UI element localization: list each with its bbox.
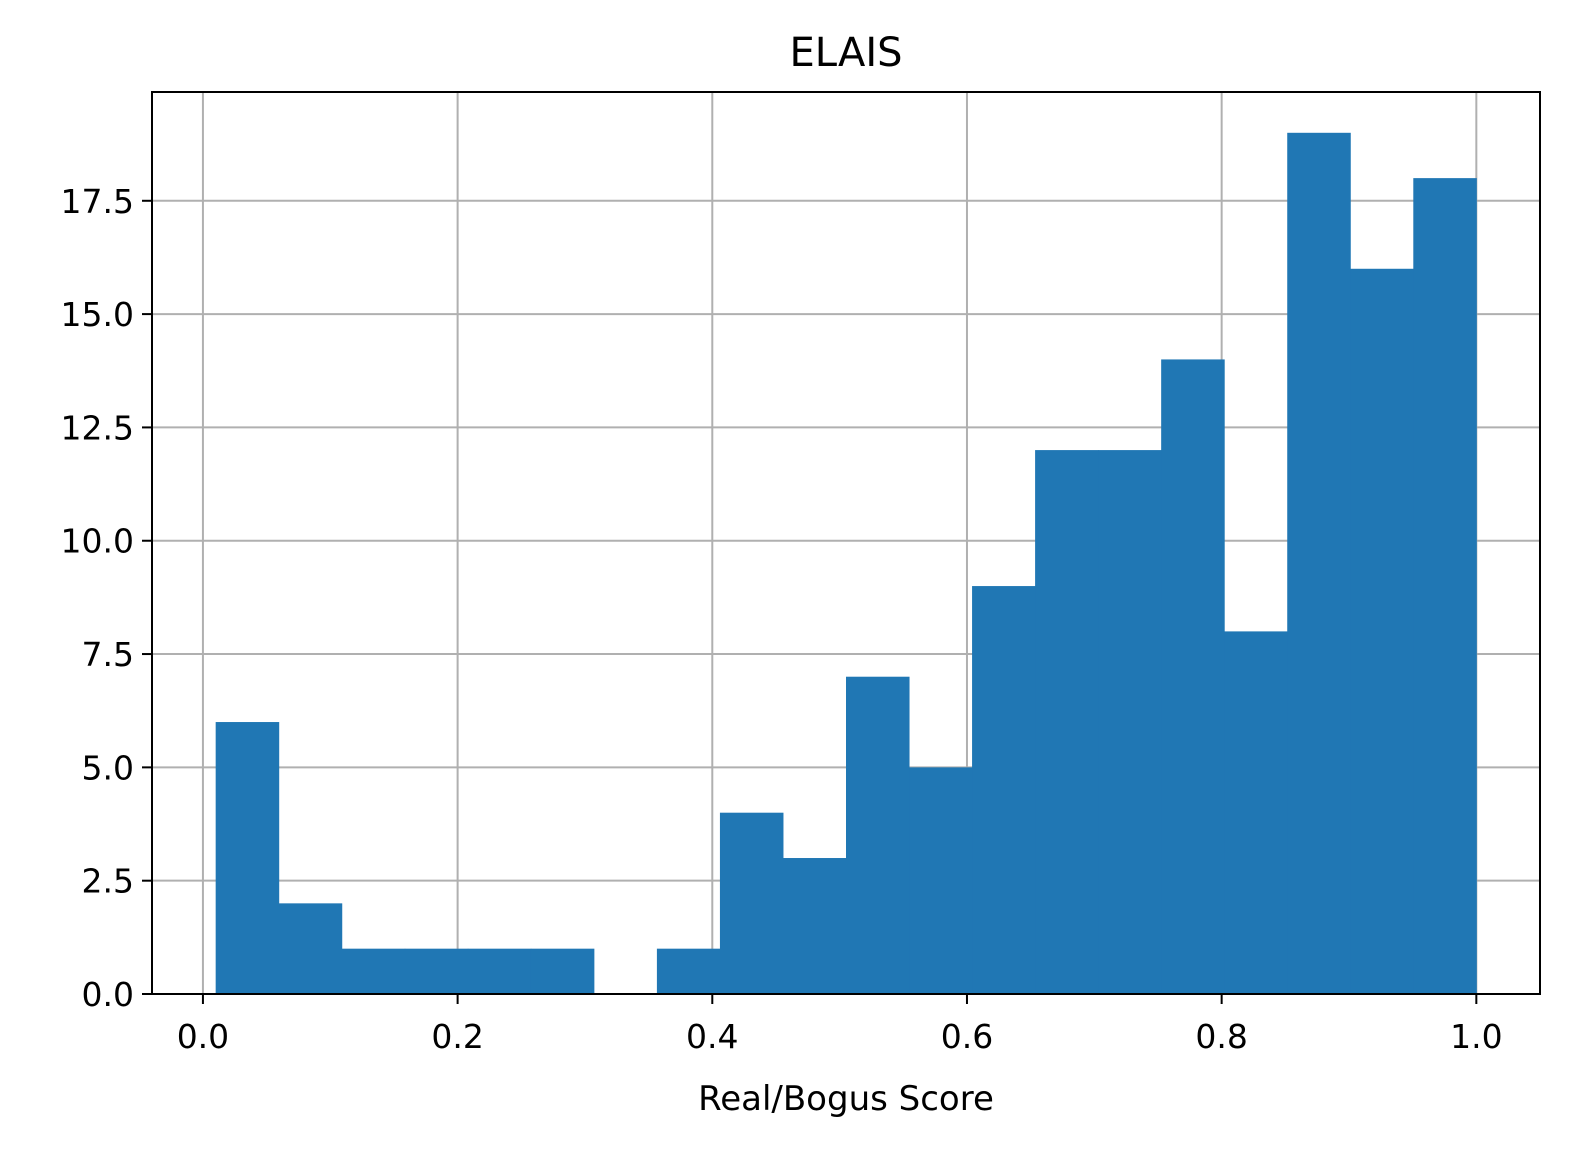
- chart-title: ELAIS: [789, 30, 902, 76]
- y-tick-label-7: 17.5: [61, 182, 134, 221]
- y-tick-label-4: 10.0: [61, 522, 134, 561]
- histogram-bar-8: [719, 812, 784, 994]
- y-tick-label-1: 2.5: [82, 862, 134, 901]
- y-tick-label-0: 0.0: [82, 975, 134, 1014]
- histogram-bar-9: [782, 858, 847, 994]
- x-tick-label-5: 1.0: [1450, 1017, 1502, 1056]
- y-tick-label-5: 12.5: [61, 408, 134, 447]
- x-axis-label: Real/Bogus Score: [698, 1079, 994, 1119]
- histogram-bar-1: [278, 903, 343, 994]
- y-tick-label-2: 5.0: [82, 748, 134, 787]
- histogram-bar-12: [972, 586, 1036, 994]
- x-tick-label-0: 0.0: [177, 1017, 229, 1056]
- histogram-bar-4: [467, 948, 532, 994]
- histogram-bar-13: [1035, 450, 1099, 994]
- x-tick-label-2: 0.4: [686, 1017, 738, 1056]
- histogram-bar-0: [215, 722, 280, 994]
- histogram-bar-5: [530, 948, 595, 994]
- axes-frame: [151, 91, 1541, 995]
- histogram-bar-18: [1350, 268, 1414, 994]
- x-tick-label-4: 0.8: [1195, 1017, 1247, 1056]
- histogram-bar-7: [656, 948, 721, 994]
- x-tick-label-1: 0.2: [431, 1017, 483, 1056]
- y-tick-label-6: 15.0: [61, 295, 134, 334]
- histogram-bar-19: [1413, 178, 1477, 994]
- histogram-bar-15: [1161, 359, 1225, 994]
- x-tick-label-3: 0.6: [941, 1017, 993, 1056]
- histogram-bar-14: [1098, 450, 1162, 994]
- tick-layer: 0.0 0.2 0.4 0.6 0.8 1.0 0.0 2.5 5.0 7.5 10.0 12.5 15…: [61, 182, 1503, 1056]
- histogram-bar-11: [909, 767, 973, 994]
- histogram-bar-3: [404, 948, 469, 994]
- histogram-bar-17: [1287, 132, 1351, 995]
- histogram-bar-16: [1224, 631, 1288, 994]
- histogram-bar-2: [341, 948, 406, 994]
- y-tick-label-3: 7.5: [82, 635, 134, 674]
- histogram-bar-10: [846, 676, 910, 994]
- bar-layer: [215, 132, 1477, 995]
